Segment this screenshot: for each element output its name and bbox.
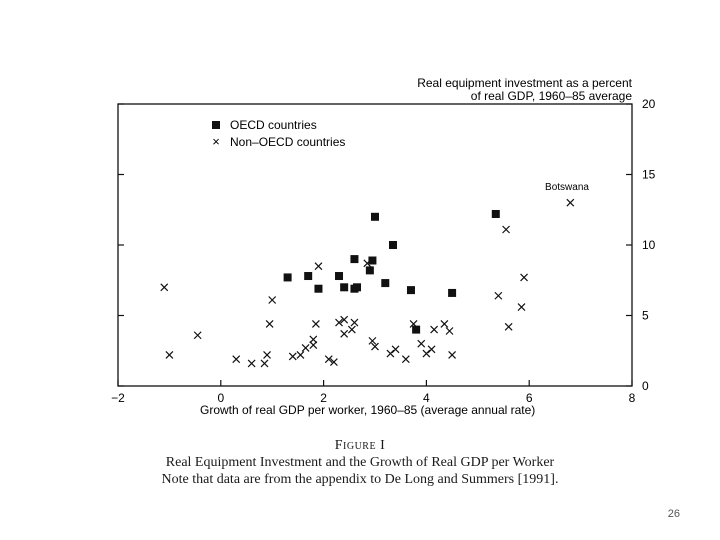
legend: OECD countries × Non–OECD countries — [212, 118, 345, 149]
non-oecd-point — [417, 339, 426, 348]
non-oecd-point — [160, 283, 169, 292]
non-oecd-point — [391, 345, 400, 354]
non-oecd-point — [517, 303, 526, 311]
oecd-point — [365, 266, 374, 275]
y-axis-label-line1: Real equipment investment as a percent — [417, 76, 632, 90]
non-oecd-point — [445, 327, 454, 335]
oecd-point — [304, 272, 313, 281]
non-oecd-point — [427, 345, 436, 354]
non-oecd-point — [268, 296, 277, 304]
non-oecd-point — [232, 355, 241, 364]
non-oecd-point — [368, 336, 377, 345]
oecd-point — [283, 273, 292, 282]
non-oecd-point — [448, 351, 457, 359]
page-number: 26 — [667, 508, 680, 520]
non-oecd-point — [263, 351, 271, 359]
y-tick-label: 0 — [642, 379, 649, 393]
oecd-point — [406, 286, 415, 295]
legend-marker-oecd — [212, 121, 220, 129]
non-oecd-point — [371, 342, 379, 351]
oecd-point — [371, 212, 379, 221]
oecd-point — [368, 256, 377, 265]
x-tick-label: −2 — [111, 391, 125, 405]
y-tick-label: 15 — [642, 168, 656, 182]
figure-title: Real Equipment Investment and the Growth… — [165, 455, 555, 470]
non-oecd-point — [363, 259, 372, 268]
non-oecd-point — [165, 351, 174, 359]
annotation-botswana: Botswana — [545, 182, 589, 193]
oecd-point — [350, 255, 359, 264]
legend-marker-non-oecd: × — [212, 134, 220, 149]
non-oecd-point — [440, 320, 449, 328]
x-tick-label: 6 — [526, 391, 533, 405]
non-oecd-point — [314, 262, 323, 271]
data-points — [160, 198, 575, 368]
x-tick-label: 2 — [320, 391, 327, 405]
y-tick-label: 20 — [642, 97, 656, 111]
non-oecd-point — [296, 351, 305, 359]
x-tick-label: 4 — [423, 391, 430, 405]
non-oecd-point — [309, 335, 318, 344]
non-oecd-point — [504, 322, 513, 331]
non-oecd-point — [566, 198, 575, 207]
non-oecd-point — [288, 352, 297, 361]
y-tick-label: 10 — [642, 238, 656, 252]
oecd-point — [314, 284, 323, 293]
non-oecd-point — [401, 355, 410, 364]
non-oecd-point — [340, 315, 349, 324]
non-oecd-point — [494, 291, 503, 300]
oecd-point — [448, 288, 457, 297]
oecd-point — [340, 283, 349, 292]
y-tick-label: 5 — [642, 309, 649, 323]
figure-label: Figure I — [334, 438, 386, 453]
figure-note: Note that data are from the appendix to … — [161, 472, 559, 487]
non-oecd-point — [430, 325, 439, 334]
non-oecd-point — [350, 318, 359, 327]
oecd-point — [381, 279, 390, 288]
non-oecd-point — [520, 273, 528, 282]
oecd-point — [353, 283, 362, 292]
legend-label-oecd: OECD countries — [230, 118, 317, 132]
non-oecd-point — [301, 344, 310, 352]
non-oecd-point — [247, 359, 256, 368]
non-oecd-point — [335, 318, 343, 327]
non-oecd-point — [502, 225, 510, 234]
scatter-chart: Real equipment investment as a percent o… — [111, 76, 656, 417]
non-oecd-point — [309, 341, 318, 350]
non-oecd-point — [422, 349, 431, 358]
oecd-point — [335, 272, 344, 281]
legend-label-non-oecd: Non–OECD countries — [230, 135, 345, 149]
non-oecd-point — [386, 349, 395, 358]
non-oecd-point — [340, 329, 349, 338]
oecd-point — [491, 209, 500, 218]
non-oecd-point — [311, 320, 320, 328]
non-oecd-point — [347, 325, 356, 334]
non-oecd-point — [260, 359, 269, 368]
non-oecd-point — [193, 331, 202, 340]
x-tick-label: 0 — [217, 391, 224, 405]
oecd-point — [388, 241, 397, 249]
non-oecd-point — [265, 320, 274, 328]
y-axis-label-line2: of real GDP, 1960–85 average — [471, 89, 633, 103]
non-oecd-point — [324, 355, 333, 364]
oecd-point — [412, 325, 421, 334]
x-axis-label: Growth of real GDP per worker, 1960–85 (… — [200, 403, 535, 417]
x-tick-label: 8 — [629, 391, 636, 405]
non-oecd-point — [329, 358, 338, 366]
non-oecd-point — [409, 320, 418, 328]
